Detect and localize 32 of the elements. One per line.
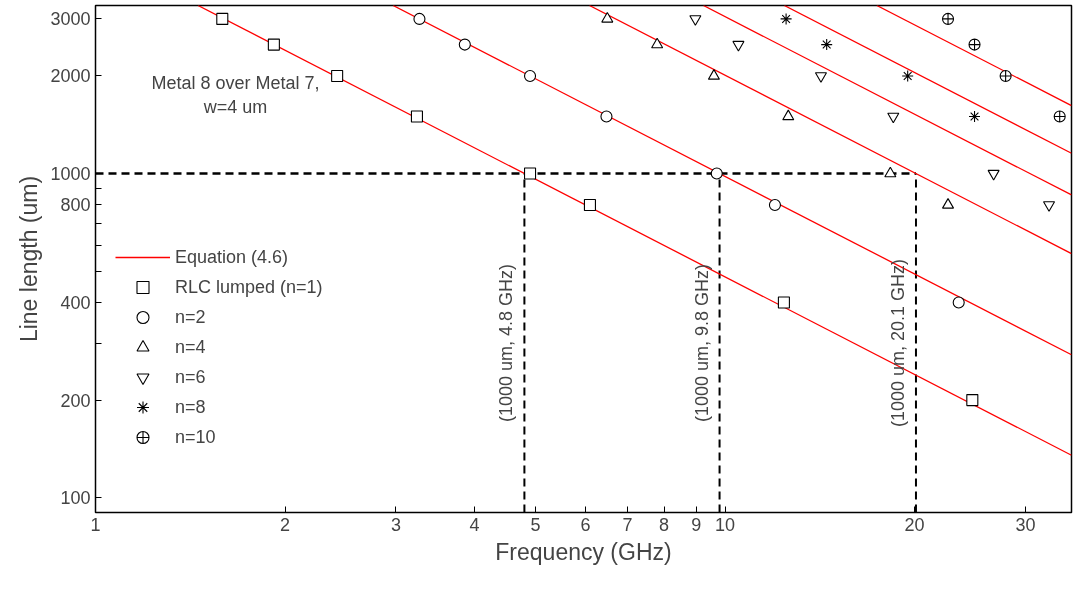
legend-label: n=4 bbox=[175, 335, 206, 359]
legend-label: n=2 bbox=[175, 305, 206, 329]
x-tick-label: 5 bbox=[530, 514, 541, 535]
legend-label: RLC lumped (n=1) bbox=[175, 275, 323, 299]
y-tick-label: 200 bbox=[60, 390, 91, 411]
ref-line-label: (1000 um, 9.8 GHz) bbox=[691, 264, 712, 423]
y-tick-label: 800 bbox=[60, 195, 91, 216]
x-tick-label: 7 bbox=[622, 514, 633, 535]
x-tick-label: 1 bbox=[90, 514, 101, 535]
x-tick-label: 30 bbox=[1015, 514, 1036, 535]
legend-label: n=8 bbox=[175, 395, 206, 419]
legend-label: n=6 bbox=[175, 365, 206, 389]
annotation: Metal 8 over Metal 7, w=4 um bbox=[151, 72, 320, 117]
x-tick-label: 9 bbox=[691, 514, 702, 535]
x-tick-label: 6 bbox=[580, 514, 591, 535]
x-tick-label: 8 bbox=[659, 514, 670, 535]
y-tick-label: 2000 bbox=[50, 66, 91, 87]
y-tick-label: 3000 bbox=[50, 9, 91, 30]
ref-line-label: (1000 um, 4.8 GHz) bbox=[496, 264, 517, 423]
x-tick-label: 10 bbox=[715, 514, 736, 535]
x-tick-label: 4 bbox=[469, 514, 480, 535]
x-axis-title: Frequency (GHz) bbox=[495, 538, 672, 565]
x-tick-label: 2 bbox=[280, 514, 291, 535]
y-axis-title: Line length (um) bbox=[16, 175, 43, 343]
legend-label: n=10 bbox=[175, 425, 216, 449]
x-tick-label: 20 bbox=[904, 514, 925, 535]
x-tick-label: 3 bbox=[390, 514, 401, 535]
legend-label: Equation (4.6) bbox=[175, 245, 289, 269]
y-tick-label: 1000 bbox=[50, 164, 91, 185]
y-tick-label: 400 bbox=[60, 293, 91, 314]
ref-line-label: (1000 um, 20.1 GHz) bbox=[887, 258, 908, 428]
y-tick-label: 100 bbox=[60, 488, 91, 509]
